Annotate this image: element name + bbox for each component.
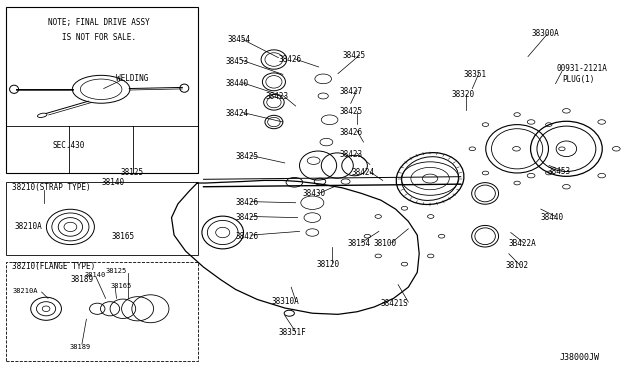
- Text: 38320: 38320: [451, 90, 474, 99]
- Text: PLUG(1): PLUG(1): [562, 76, 595, 84]
- Text: 38140: 38140: [101, 178, 124, 187]
- Text: 38125: 38125: [120, 169, 143, 177]
- Text: J38000JW: J38000JW: [560, 353, 600, 362]
- Text: 38425: 38425: [339, 107, 362, 116]
- Text: 38165: 38165: [112, 232, 135, 241]
- Text: 38310A: 38310A: [272, 297, 300, 306]
- Text: 38426: 38426: [339, 128, 362, 137]
- Text: NOTE; FINAL DRIVE ASSY: NOTE; FINAL DRIVE ASSY: [49, 18, 150, 27]
- Text: WELDING: WELDING: [116, 74, 149, 83]
- Text: 38424: 38424: [352, 169, 375, 177]
- Text: 38426: 38426: [236, 232, 259, 241]
- Text: 38351F: 38351F: [278, 328, 306, 337]
- Text: 38453: 38453: [225, 57, 248, 66]
- Text: 38100: 38100: [373, 239, 396, 248]
- Text: IS NOT FOR SALE.: IS NOT FOR SALE.: [62, 33, 136, 42]
- Text: 38125: 38125: [106, 268, 127, 274]
- Text: 38210(STRAP TYPE): 38210(STRAP TYPE): [12, 183, 90, 192]
- Text: 38210A: 38210A: [13, 288, 38, 294]
- Text: SEC.430: SEC.430: [53, 141, 85, 150]
- Text: 38189: 38189: [69, 344, 90, 350]
- Text: 38423: 38423: [266, 92, 289, 101]
- Text: 38425: 38425: [236, 213, 259, 222]
- Bar: [6, 7, 198, 173]
- Text: 38430: 38430: [302, 189, 325, 198]
- Text: 38440: 38440: [541, 213, 564, 222]
- Text: 38453: 38453: [547, 167, 570, 176]
- Bar: [6, 262, 198, 361]
- Text: 38454: 38454: [227, 35, 250, 44]
- Text: 38423: 38423: [339, 150, 362, 159]
- Text: 38102: 38102: [506, 262, 529, 270]
- Text: 38426: 38426: [278, 55, 301, 64]
- Text: 38425: 38425: [342, 51, 365, 60]
- Text: 38425: 38425: [236, 152, 259, 161]
- Text: 38210(FLANGE TYPE): 38210(FLANGE TYPE): [12, 262, 95, 271]
- Text: 38424: 38424: [225, 109, 248, 118]
- Text: 38165: 38165: [110, 283, 131, 289]
- Text: 38426: 38426: [236, 198, 259, 207]
- Text: 38140: 38140: [84, 272, 106, 278]
- Text: 38300A: 38300A: [531, 29, 559, 38]
- Bar: [6, 182, 198, 255]
- Text: 38351: 38351: [464, 70, 487, 79]
- Text: 38189: 38189: [70, 275, 93, 283]
- Text: 38427: 38427: [339, 87, 362, 96]
- Text: 3B422A: 3B422A: [509, 239, 536, 248]
- Text: 00931-2121A: 00931-2121A: [557, 64, 607, 73]
- Text: 38440: 38440: [225, 79, 248, 88]
- Text: 38210A: 38210A: [14, 222, 42, 231]
- Text: 38120: 38120: [317, 260, 340, 269]
- Text: 38154: 38154: [348, 239, 371, 248]
- Text: 38421S: 38421S: [381, 299, 408, 308]
